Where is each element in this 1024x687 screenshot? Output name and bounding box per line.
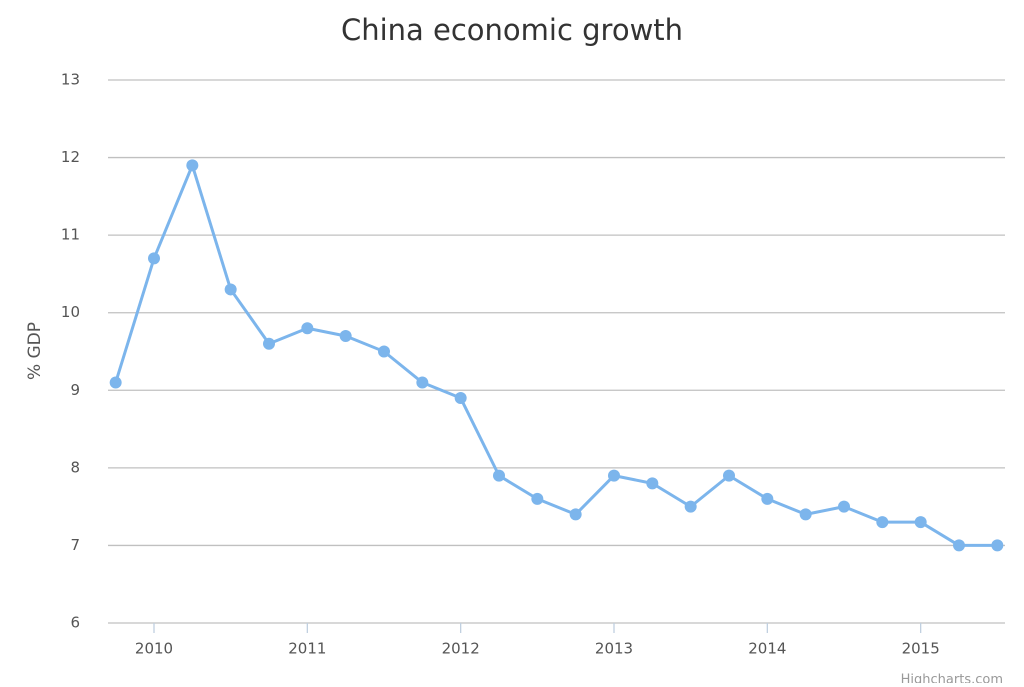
credit: Highcharts.com (901, 673, 1003, 684)
point (493, 469, 505, 482)
x-tick-label: 2010 (135, 640, 173, 658)
y-tick-label: 8 (70, 458, 80, 476)
point (761, 492, 774, 505)
point (799, 508, 812, 521)
point (454, 392, 467, 405)
point (914, 516, 927, 529)
point (531, 492, 544, 505)
point (953, 539, 965, 552)
x-tick-label: 2013 (595, 640, 633, 658)
y-tick-label: 12 (61, 148, 80, 166)
series-line (114, 163, 998, 547)
y-tick-label: 9 (70, 381, 80, 399)
point (838, 500, 850, 513)
x-tick-label: 2015 (902, 640, 940, 658)
point (186, 159, 199, 172)
point (301, 322, 314, 335)
point (723, 469, 735, 482)
x-tick-label: 2012 (442, 640, 480, 658)
point (339, 329, 352, 342)
point (608, 469, 620, 482)
x-tick-label: 2011 (288, 640, 326, 658)
y-axis-label: % GDP (25, 322, 45, 380)
point (263, 337, 275, 350)
y-tick-label: 6 (70, 614, 80, 632)
point (876, 516, 889, 529)
point (991, 539, 1004, 552)
point (646, 477, 659, 490)
y-tick-label: 7 (70, 536, 80, 554)
point (148, 252, 160, 265)
point (224, 283, 237, 296)
point (684, 500, 697, 513)
point (378, 345, 390, 358)
point (569, 508, 582, 521)
x-tick-label: 2014 (748, 640, 786, 658)
point (109, 376, 122, 389)
y-tick-label: 10 (61, 303, 80, 321)
point (416, 376, 429, 389)
y-tick-label: 13 (61, 71, 80, 89)
y-tick-label: 11 (61, 226, 80, 244)
chart-title: China economic growth (341, 13, 683, 47)
